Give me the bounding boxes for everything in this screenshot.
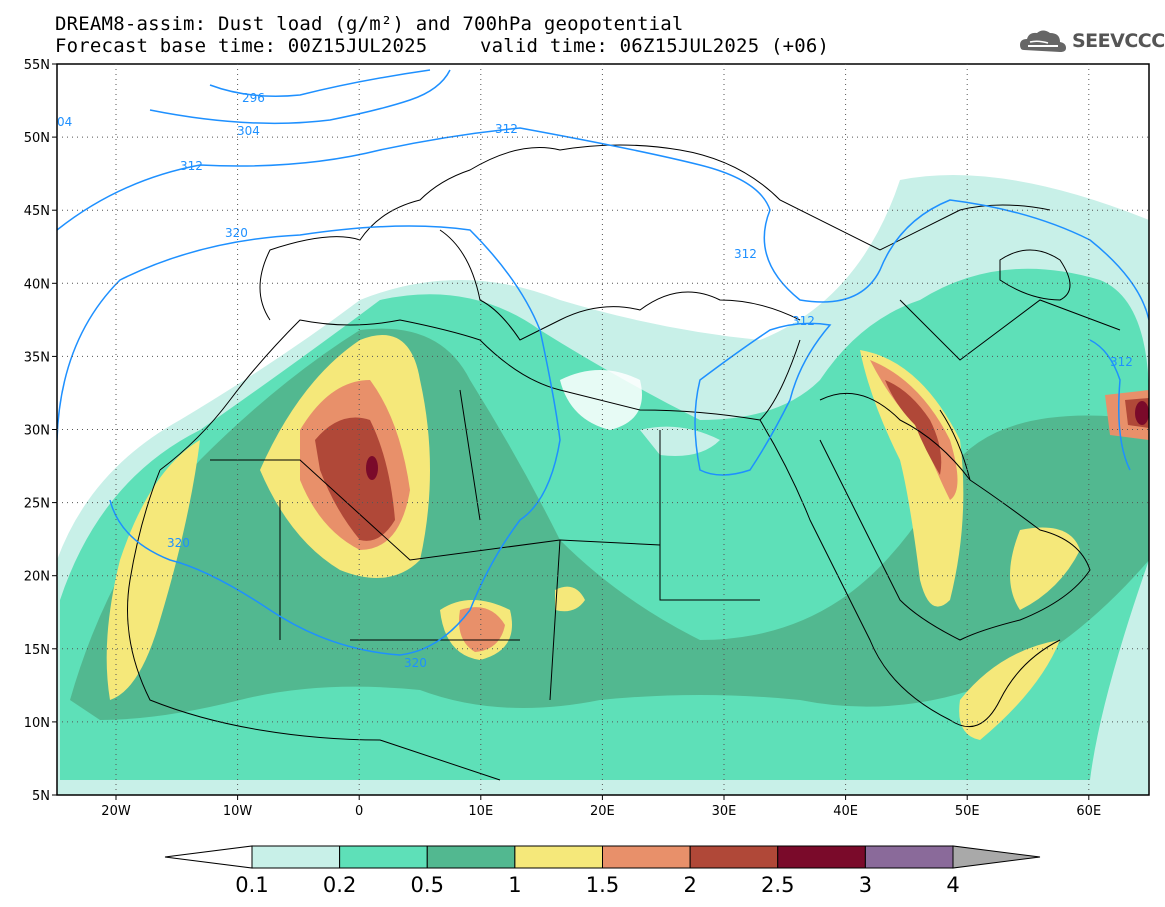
- lon-label: 10E: [468, 804, 493, 819]
- contour-label: 312: [1110, 355, 1133, 369]
- lat-label: 30N: [24, 424, 50, 439]
- contour-label: 320: [404, 656, 427, 670]
- lon-label: 50E: [955, 804, 980, 819]
- latitude-labels: 55N 50N 45N 40N 35N 30N 25N 20N 15N 10N 5N: [24, 58, 50, 804]
- lon-label: 20W: [101, 804, 131, 819]
- colorbar-label: 2.5: [761, 873, 795, 897]
- lat-label: 5N: [32, 789, 50, 804]
- colorbar-label: 2: [683, 873, 697, 897]
- forecast-base-time: Forecast base time: 00Z15JUL2025: [55, 35, 428, 57]
- lat-label: 55N: [24, 58, 50, 73]
- contour-label: 304: [237, 124, 260, 138]
- contour-label: 312: [792, 314, 815, 328]
- lat-label: 15N: [24, 643, 50, 658]
- colorbar-segment: [602, 845, 691, 869]
- contour-label: 312: [180, 159, 203, 173]
- lon-label: 40E: [833, 804, 858, 819]
- contour-label: 320: [167, 536, 190, 550]
- contour-label: 312: [495, 122, 518, 136]
- lat-label: 40N: [24, 277, 50, 292]
- lon-label: 30E: [712, 804, 737, 819]
- colorbar-label: 1: [508, 873, 522, 897]
- cloud-logo-icon: [1020, 30, 1066, 52]
- contour-label: 296: [242, 91, 265, 105]
- lat-label: 35N: [24, 350, 50, 365]
- geopotential-contours: [57, 69, 1149, 656]
- lon-label: 20E: [590, 804, 615, 819]
- lat-label: 25N: [24, 497, 50, 512]
- colorbar-label: 0.5: [410, 873, 444, 897]
- colorbar-label: 3: [858, 873, 873, 897]
- colorbar-label: 0.1: [235, 873, 269, 897]
- lon-label: 10W: [223, 804, 253, 819]
- logo-text: SEEVCCC: [1072, 30, 1165, 52]
- contour-label: 312: [734, 247, 757, 261]
- contour-label: 04: [57, 115, 72, 129]
- lon-label: 0: [355, 804, 363, 819]
- colorbar-segment: [251, 845, 341, 869]
- colorbar-segment: [864, 845, 954, 869]
- valid-time: valid time: 06Z15JUL2025 (+06): [480, 35, 830, 57]
- colorbar-label: 1.5: [585, 873, 620, 897]
- colorbar-segment: [777, 845, 866, 869]
- colorbar-max-arrow: [952, 845, 1041, 869]
- colorbar-label: 4: [946, 873, 960, 897]
- longitude-labels: 20W 10W 0 10E 20E 30E 40E 50E 60E: [101, 804, 1101, 819]
- contour-label: 320: [225, 226, 248, 240]
- colorbar-segment: [426, 845, 516, 869]
- colorbar-segment: [689, 845, 779, 869]
- lat-label: 10N: [24, 716, 50, 731]
- gridlines: [52, 63, 1149, 800]
- colorbar-label: 0.2: [322, 873, 357, 897]
- lon-label: 60E: [1076, 804, 1101, 819]
- colorbar-segment: [339, 845, 428, 869]
- lat-label: 50N: [24, 131, 50, 146]
- contour-labels: 296 304 312 312 312 312 320 320 320 312 …: [57, 91, 1133, 670]
- map-title: DREAM8-assim: Dust load (g/m²) and 700hP…: [55, 13, 684, 35]
- dust-fill-layer: [57, 64, 1149, 795]
- colorbar-min-arrow: [164, 845, 253, 869]
- lat-label: 45N: [24, 204, 50, 219]
- lat-label: 20N: [24, 570, 50, 585]
- colorbar-segment: [514, 845, 603, 869]
